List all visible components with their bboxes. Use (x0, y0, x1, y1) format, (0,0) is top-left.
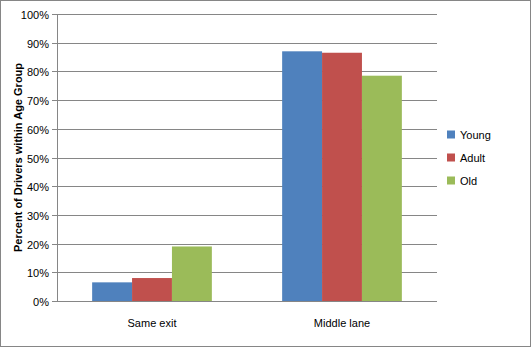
tick-mark (52, 158, 57, 159)
grid-line (57, 71, 437, 72)
legend-swatch (447, 177, 455, 185)
bar (322, 53, 362, 301)
legend-label: Young (460, 129, 491, 141)
grid-line (57, 14, 437, 15)
bars (92, 51, 402, 301)
tick-label: 80% (27, 66, 49, 78)
legend-label: Adult (460, 152, 485, 164)
bar (132, 278, 172, 301)
chart-border (1, 1, 531, 347)
legend-label: Old (460, 175, 477, 187)
x-axis (57, 301, 437, 302)
tick-label: 90% (27, 38, 49, 50)
tick-label: 30% (27, 210, 49, 222)
tick-label: 10% (27, 267, 49, 279)
tick-label: 40% (27, 181, 49, 193)
tick-mark (52, 129, 57, 130)
tick-mark (52, 215, 57, 216)
tick-mark (52, 43, 57, 44)
tick-label: 70% (27, 95, 49, 107)
category-label: Same exit (128, 317, 177, 329)
grid-line (57, 301, 437, 302)
tick-mark (52, 100, 57, 101)
y-axis-title: Percent of Drivers within Age Group (12, 63, 24, 252)
tick-mark (52, 14, 57, 15)
tick-label: 20% (27, 239, 49, 251)
bar (282, 51, 322, 301)
legend-swatch (447, 131, 455, 139)
category-label: Middle lane (314, 317, 370, 329)
tick-mark (52, 272, 57, 273)
legend-swatch (447, 154, 455, 162)
chart: 0% 10% 20% 30% 40% 50% 60% 70% 80% 90% 100% Same ex… (0, 0, 531, 347)
tick-mark (52, 186, 57, 187)
tick-label: 50% (27, 153, 49, 165)
tick-label: 0% (33, 296, 49, 308)
tick-label: 100% (21, 9, 49, 21)
bar (172, 246, 212, 301)
tick-mark (52, 71, 57, 72)
tick-mark (52, 244, 57, 245)
grid-line (57, 43, 437, 44)
y-axis (57, 14, 58, 301)
tick-mark (52, 301, 57, 302)
bar (92, 282, 132, 301)
bar (362, 76, 402, 301)
tick-label: 60% (27, 124, 49, 136)
